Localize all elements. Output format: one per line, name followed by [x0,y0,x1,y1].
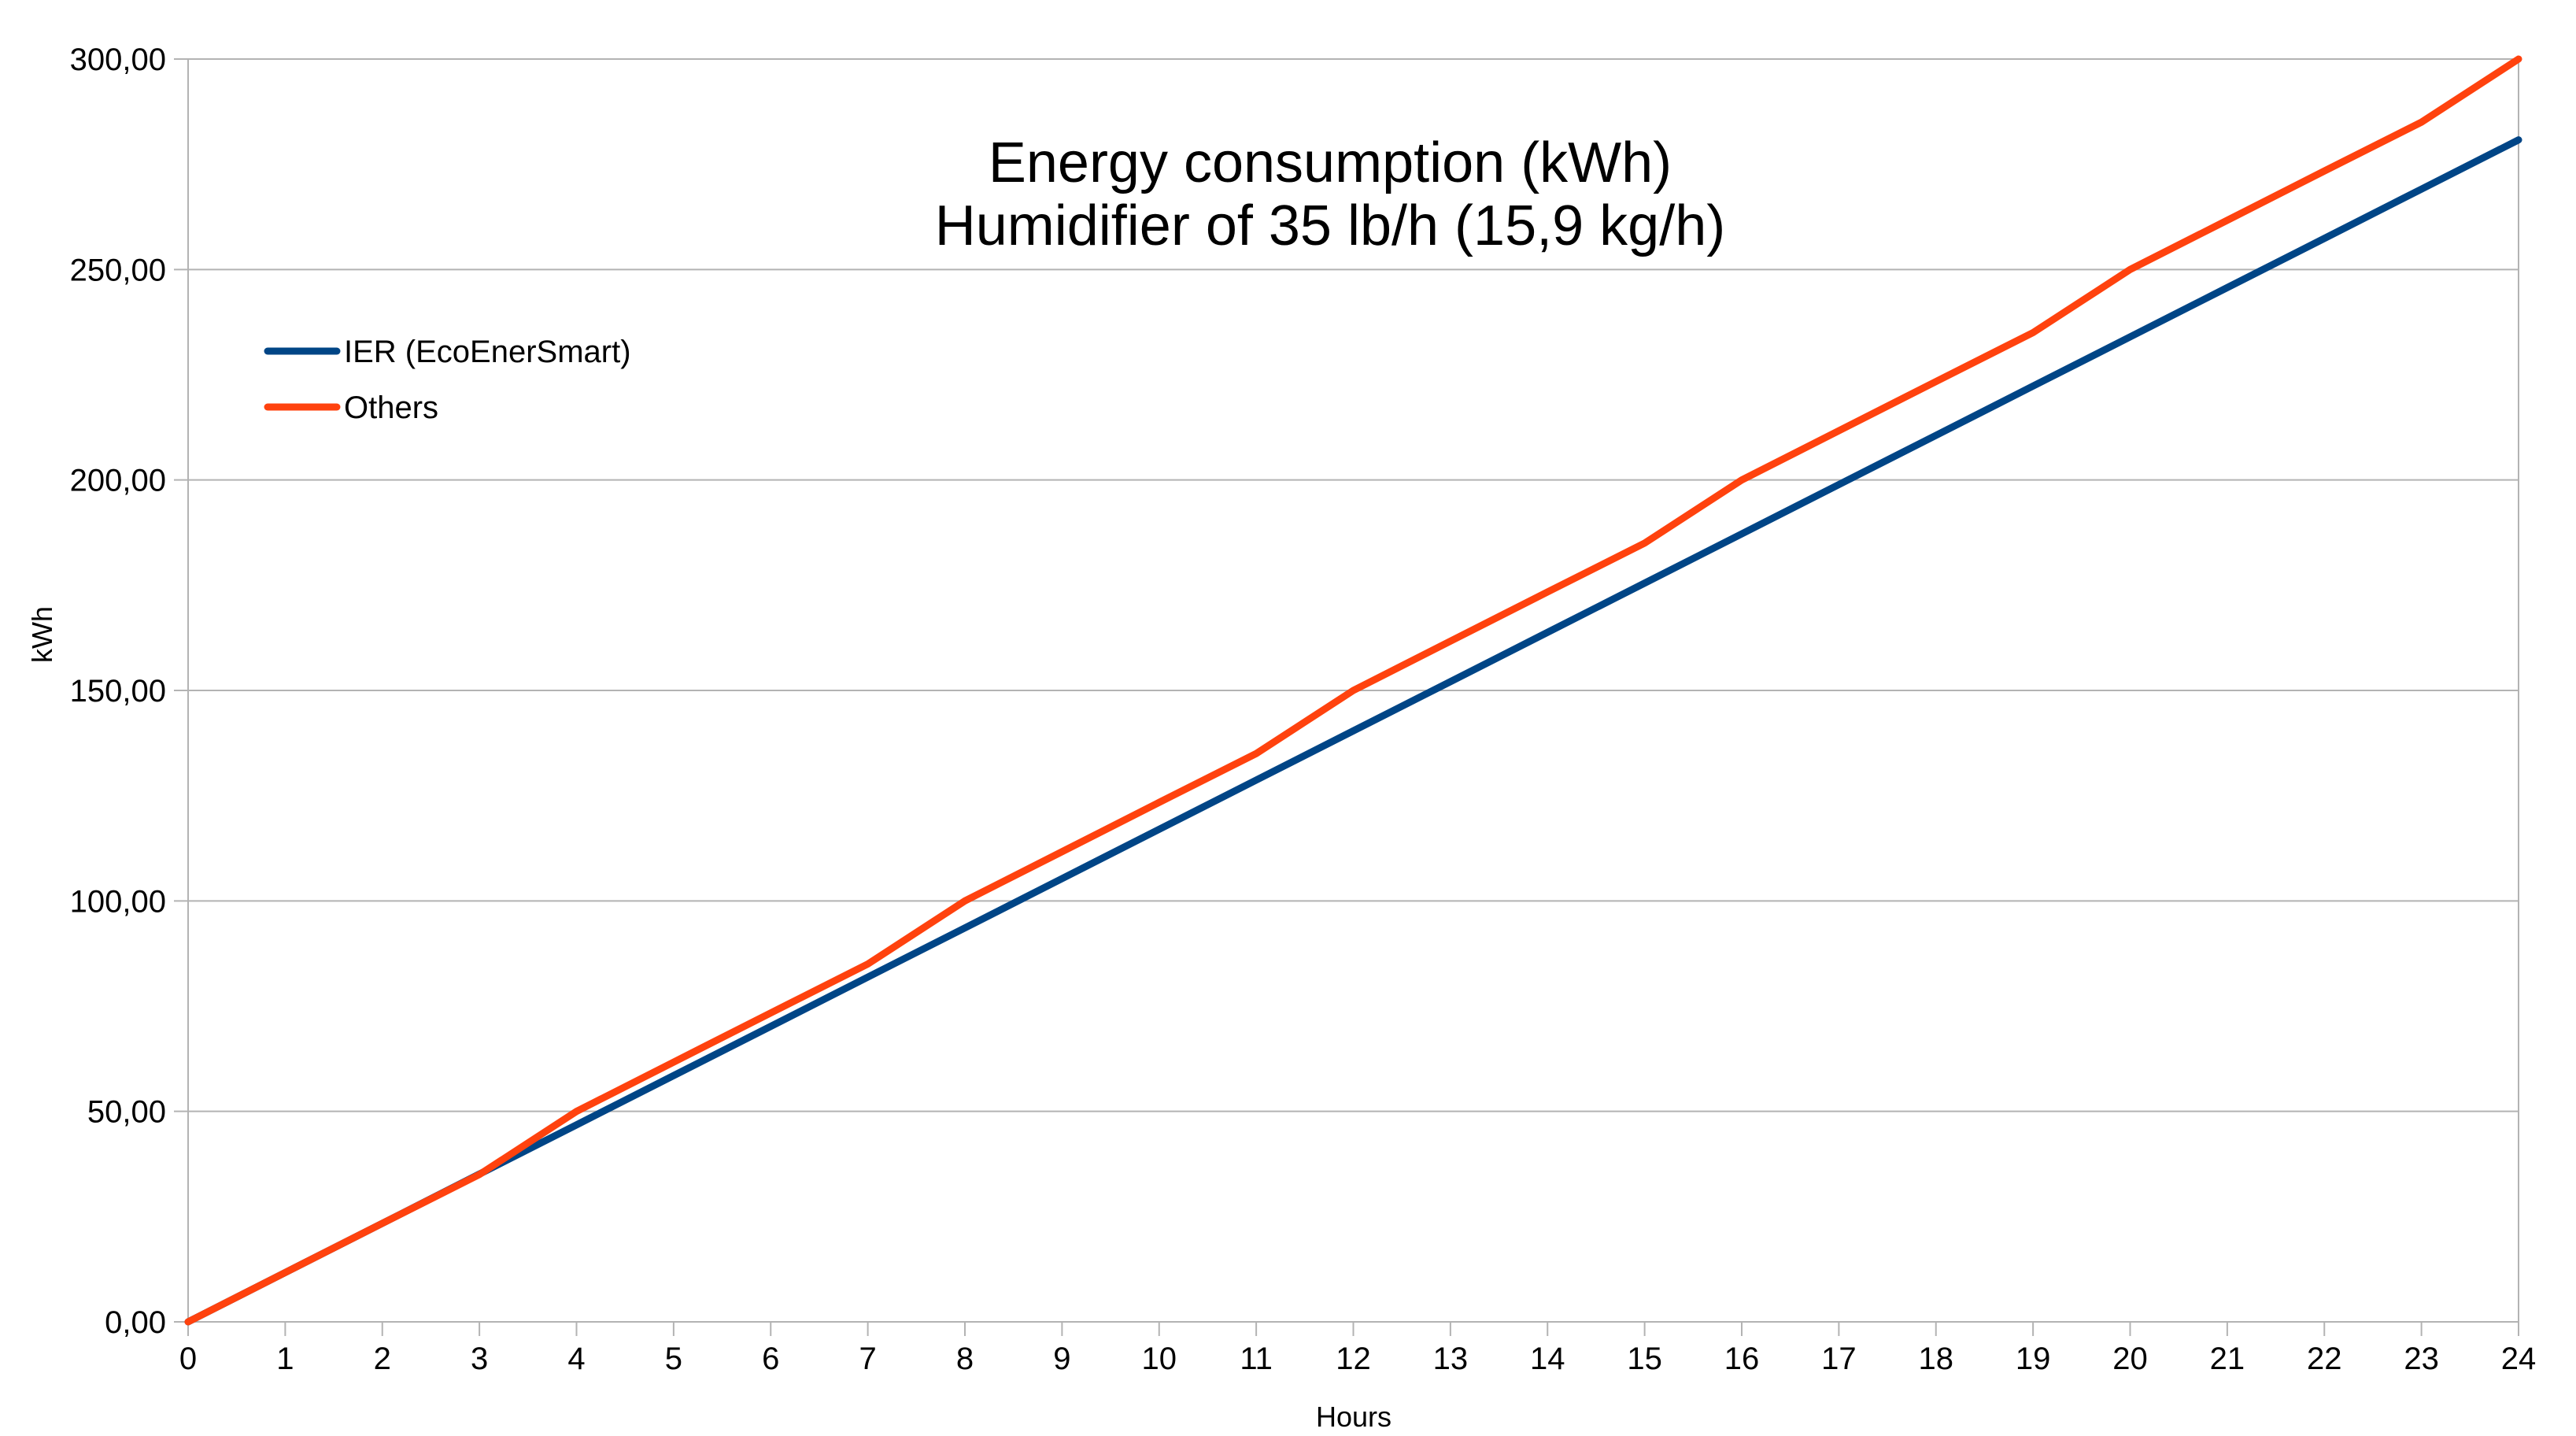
y-tick-label: 50,00 [87,1095,166,1130]
axes [174,58,2519,1336]
x-tick-label: 18 [1919,1342,1954,1376]
x-tick-label: 5 [665,1342,682,1376]
x-tick-label: 7 [859,1342,877,1376]
x-tick-label: 3 [471,1342,488,1376]
series-line-ier [184,136,2522,1326]
y-tick-label: 200,00 [70,464,166,498]
x-tick-label: 14 [1530,1342,1565,1376]
series-line-others [184,55,2522,1326]
x-tick-label: 0 [179,1342,197,1376]
y-tick-label: 250,00 [70,253,166,287]
x-tick-label: 12 [1336,1342,1371,1376]
chart-title-line-2: Humidifier of 35 lb/h (15,9 kg/h) [935,194,1725,257]
x-axis-title: Hours [1316,1401,1391,1433]
x-tick-label: 2 [374,1342,391,1376]
x-tick-label: 22 [2307,1342,2342,1376]
legend: IER (EcoEnerSmart) Others [264,335,631,425]
x-tick-label: 10 [1142,1342,1177,1376]
x-tick-label: 13 [1433,1342,1469,1376]
y-tick-label: 150,00 [70,674,166,709]
legend-label-ier: IER (EcoEnerSmart) [344,335,631,369]
x-tick-label: 16 [1724,1342,1760,1376]
x-tick-label: 21 [2210,1342,2245,1376]
x-tick-label: 19 [2016,1342,2051,1376]
x-tick-label: 20 [2112,1342,2148,1376]
y-tick-label: 300,00 [70,43,166,77]
data-series [184,55,2522,1326]
y-tick-label: 0,00 [105,1305,166,1340]
x-tick-label: 9 [1053,1342,1070,1376]
legend-label-others: Others [344,390,438,425]
x-tick-label: 24 [2501,1342,2537,1376]
chart-title-line-1: Energy consumption (kWh) [989,131,1672,194]
x-tick-label: 1 [276,1342,294,1376]
x-tick-label: 23 [2404,1342,2439,1376]
tick-labels: 0,00 50,00 100,00 150,00 200,00 250,00 300,00 0… [70,43,2537,1376]
x-tick-label: 11 [1240,1342,1273,1376]
x-tick-label: 15 [1627,1342,1662,1376]
x-tick-label: 17 [1821,1342,1857,1376]
x-tick-label: 6 [762,1342,779,1376]
x-tick-label: 8 [956,1342,974,1376]
y-axis-title: kWh [26,606,58,663]
y-tick-label: 100,00 [70,884,166,919]
x-tick-label: 4 [567,1342,585,1376]
